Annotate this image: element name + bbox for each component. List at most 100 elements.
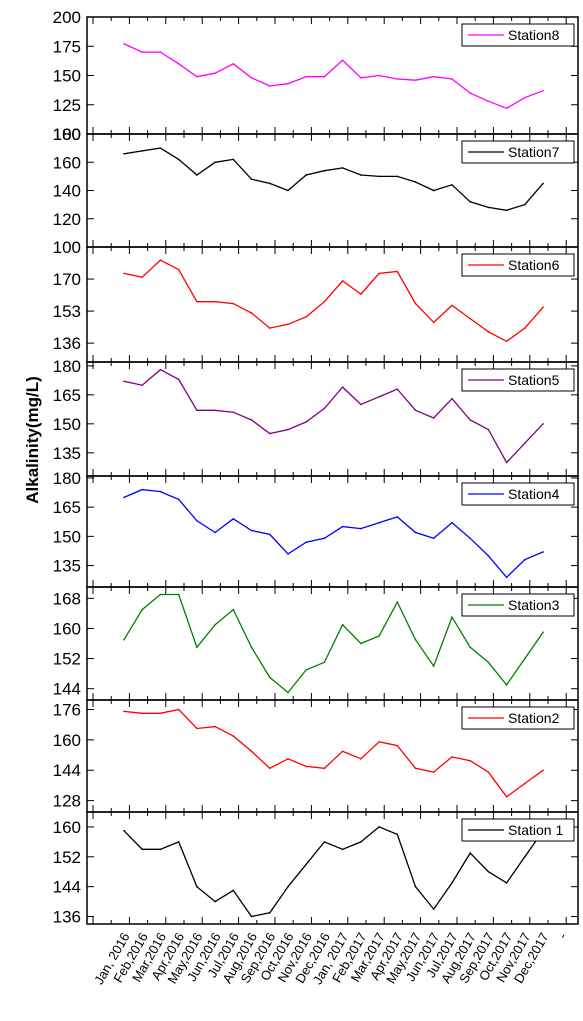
data-point <box>123 829 125 832</box>
panel-station7: 180 160 140 120 100 Station7 <box>53 125 579 257</box>
legend-label: Station5 <box>508 372 560 388</box>
data-point <box>360 527 362 530</box>
series-line-station2 <box>123 708 544 798</box>
data-point <box>141 384 144 386</box>
y-tick-label: 120 <box>53 210 81 229</box>
data-point <box>159 490 162 493</box>
data-point <box>451 184 453 186</box>
data-point <box>287 189 289 192</box>
y-tick-label: 180 <box>53 469 81 488</box>
data-point <box>305 421 308 423</box>
data-point <box>268 533 271 536</box>
data-point <box>432 665 435 667</box>
y-tick-label: 140 <box>53 182 81 201</box>
data-point <box>378 74 380 77</box>
y-axis-label: Alkalinity(mg/L) <box>23 376 42 504</box>
legend-label: Station6 <box>508 257 560 273</box>
series-line-station7 <box>123 147 544 211</box>
data-point <box>396 388 399 390</box>
data-point <box>177 708 180 711</box>
data-point <box>341 280 344 282</box>
data-point <box>432 537 435 540</box>
data-point <box>341 59 344 62</box>
data-point <box>451 616 453 618</box>
data-point <box>123 152 125 155</box>
data-point <box>360 841 362 843</box>
data-point <box>123 710 125 713</box>
data-point <box>432 908 435 910</box>
data-point <box>232 889 235 892</box>
data-point <box>196 409 198 412</box>
data-point <box>396 516 399 518</box>
y-tick-label: 165 <box>53 498 81 517</box>
data-point <box>451 521 453 524</box>
data-point <box>360 403 362 406</box>
data-point <box>451 304 453 307</box>
x-axis-labels: Jan, 2016Feb,2016Mar,2016Apr,2016May,201… <box>91 930 570 987</box>
series-line-station5 <box>123 368 544 464</box>
data-point <box>524 558 526 561</box>
legend: Station 1 <box>461 818 575 842</box>
data-point <box>268 767 271 770</box>
data-point <box>232 411 235 414</box>
data-point <box>323 661 326 664</box>
data-point <box>469 419 471 421</box>
data-point <box>250 915 253 918</box>
legend: Station3 <box>461 593 575 617</box>
data-point <box>524 96 526 99</box>
data-point <box>268 327 271 329</box>
data-point <box>360 642 362 645</box>
legend-label: Station3 <box>508 597 560 613</box>
data-point <box>159 51 162 53</box>
data-point <box>341 167 344 169</box>
series-line-station3 <box>123 593 544 694</box>
data-point <box>542 182 544 185</box>
series-line-station6 <box>123 259 544 343</box>
legend-box <box>461 482 575 506</box>
legend: Station8 <box>461 23 575 47</box>
y-tick-label: 144 <box>53 680 81 699</box>
y-tick-label: 180 <box>53 357 81 376</box>
panel-station6: 170 153 136 Station6 <box>53 246 579 363</box>
legend: Station5 <box>461 368 575 392</box>
legend-label: Station4 <box>508 486 560 502</box>
data-point <box>214 623 216 626</box>
data-point <box>505 209 508 212</box>
data-point <box>123 43 125 45</box>
data-point <box>177 378 180 381</box>
data-point <box>323 767 326 770</box>
data-point <box>305 669 308 671</box>
legend-box <box>461 706 575 730</box>
data-point <box>542 631 544 633</box>
legend-box <box>461 253 575 277</box>
data-point <box>341 750 344 753</box>
y-tick-label: 152 <box>53 650 81 669</box>
y-tick-label: 160 <box>53 731 81 750</box>
data-point <box>505 461 508 464</box>
y-tick-label: 135 <box>53 557 81 576</box>
data-point <box>268 85 271 87</box>
data-point <box>432 75 435 78</box>
data-point <box>250 77 253 79</box>
data-point <box>177 593 180 596</box>
data-point <box>323 75 326 78</box>
data-point <box>305 174 308 176</box>
data-point <box>396 78 399 80</box>
data-point <box>250 419 253 421</box>
y-tick-label: 136 <box>53 908 81 927</box>
data-point <box>505 882 508 884</box>
legend: Station4 <box>461 482 575 506</box>
data-point <box>378 740 380 743</box>
y-tick-label: 100 <box>53 125 81 144</box>
legend-box <box>461 818 575 842</box>
data-point <box>214 300 216 303</box>
data-point <box>414 885 417 888</box>
panel-station1: 160 152 144 136 Station 1 <box>53 811 579 927</box>
data-point <box>432 771 435 773</box>
data-point <box>414 638 417 641</box>
data-point <box>159 259 162 261</box>
data-point <box>542 769 544 772</box>
data-point <box>159 368 162 371</box>
data-point <box>250 312 253 314</box>
